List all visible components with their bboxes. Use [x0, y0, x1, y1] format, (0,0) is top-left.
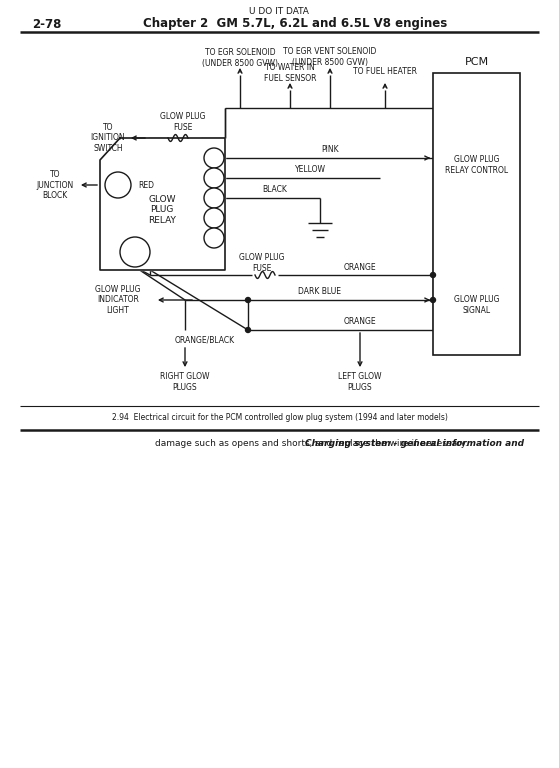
Text: TO
JUNCTION
BLOCK: TO JUNCTION BLOCK	[36, 170, 74, 200]
Text: PINK: PINK	[321, 145, 339, 154]
Text: DARK BLUE: DARK BLUE	[299, 286, 342, 296]
Text: PCM: PCM	[465, 57, 489, 67]
Circle shape	[105, 172, 131, 198]
Text: TO
IGNITION
SWITCH: TO IGNITION SWITCH	[91, 123, 125, 153]
Text: TO EGR VENT SOLENOID
(UNDER 8500 GVW): TO EGR VENT SOLENOID (UNDER 8500 GVW)	[283, 48, 377, 67]
Text: C: C	[211, 194, 217, 203]
Text: Chapter 2  GM 5.7L, 6.2L and 6.5L V8 engines: Chapter 2 GM 5.7L, 6.2L and 6.5L V8 engi…	[143, 18, 447, 31]
Circle shape	[204, 188, 224, 208]
Text: A: A	[211, 154, 217, 163]
Text: ORANGE/BLACK: ORANGE/BLACK	[175, 336, 235, 345]
Circle shape	[120, 237, 150, 267]
Text: U DO IT DATA: U DO IT DATA	[249, 6, 309, 15]
Text: B: B	[211, 174, 216, 183]
Text: damage such as opens and shorts, and replace the wire if necessary.: damage such as opens and shorts, and rep…	[155, 439, 468, 448]
Circle shape	[430, 297, 435, 303]
Text: RED: RED	[138, 180, 154, 190]
Text: Charging system - general information and: Charging system - general information an…	[305, 439, 524, 448]
Circle shape	[204, 148, 224, 168]
Text: D: D	[211, 214, 217, 223]
Text: GLOW PLUG
FUSE: GLOW PLUG FUSE	[239, 253, 285, 273]
Text: RIGHT GLOW
PLUGS: RIGHT GLOW PLUGS	[160, 372, 210, 392]
Text: TO EGR SOLENOID
(UNDER 8500 GVW): TO EGR SOLENOID (UNDER 8500 GVW)	[202, 48, 278, 68]
Text: ORANGE: ORANGE	[344, 317, 376, 326]
Text: GLOW PLUG
SIGNAL: GLOW PLUG SIGNAL	[454, 296, 500, 315]
Text: GLOW PLUG
RELAY CONTROL: GLOW PLUG RELAY CONTROL	[446, 155, 509, 174]
Text: GLOW PLUG
INDICATOR
LIGHT: GLOW PLUG INDICATOR LIGHT	[95, 285, 141, 315]
Polygon shape	[100, 138, 225, 270]
Text: TO WATER IN
FUEL SENSOR: TO WATER IN FUEL SENSOR	[264, 63, 316, 83]
Circle shape	[204, 208, 224, 228]
Circle shape	[204, 168, 224, 188]
Text: E: E	[212, 233, 216, 243]
Text: GLOW
PLUG
RELAY: GLOW PLUG RELAY	[148, 195, 176, 225]
Text: 2.94  Electrical circuit for the PCM controlled glow plug system (1994 and later: 2.94 Electrical circuit for the PCM cont…	[112, 413, 448, 422]
Circle shape	[245, 297, 250, 303]
Text: LEFT GLOW
PLUGS: LEFT GLOW PLUGS	[338, 372, 382, 392]
Bar	[433, 73, 520, 355]
Text: TO FUEL HEATER: TO FUEL HEATER	[353, 68, 417, 77]
Circle shape	[204, 228, 224, 248]
Text: BLACK: BLACK	[263, 186, 287, 194]
Circle shape	[430, 273, 435, 277]
Text: GLOW PLUG
FUSE: GLOW PLUG FUSE	[160, 112, 206, 131]
Text: YELLOW: YELLOW	[295, 165, 325, 174]
Text: 2-78: 2-78	[32, 18, 61, 31]
Text: ORANGE: ORANGE	[344, 263, 376, 272]
Circle shape	[245, 327, 250, 333]
